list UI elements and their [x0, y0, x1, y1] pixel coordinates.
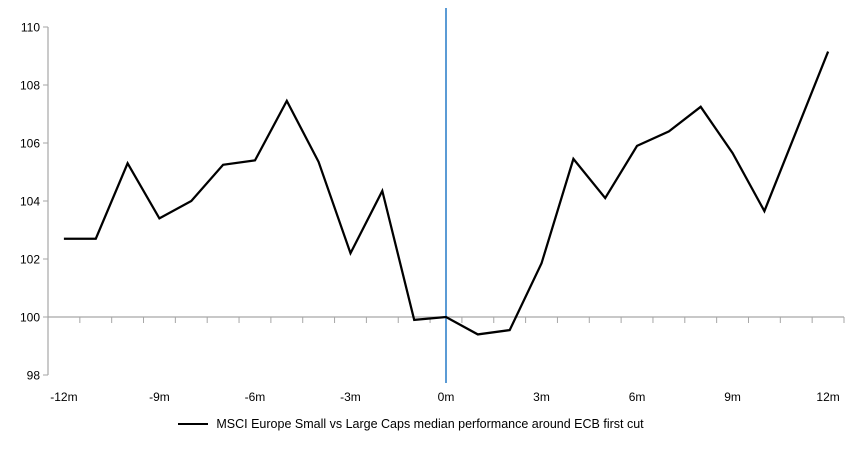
- y-axis-tick-label: 102: [20, 253, 40, 267]
- y-axis-tick-label: 108: [20, 79, 40, 93]
- x-axis-tick-label: -3m: [340, 390, 361, 404]
- y-axis-tick-label: 110: [21, 21, 40, 35]
- x-axis-tick-label: 6m: [629, 390, 646, 404]
- x-axis-tick-label: 0m: [438, 390, 455, 404]
- y-axis-tick-label: 98: [27, 369, 41, 383]
- chart-legend: MSCI Europe Small vs Large Caps median p…: [0, 417, 837, 431]
- x-axis-tick-label: 9m: [724, 390, 741, 404]
- y-axis-tick-label: 100: [20, 311, 40, 325]
- x-axis-tick-label: 12m: [816, 390, 839, 404]
- x-axis-tick-label: -9m: [149, 390, 170, 404]
- y-axis-tick-label: 106: [20, 137, 40, 151]
- legend-line-sample: [178, 423, 209, 425]
- y-axis-tick-label: 104: [20, 195, 40, 209]
- legend-series-label: MSCI Europe Small vs Large Caps median p…: [216, 417, 644, 431]
- x-axis-labels: -12m -9m -6m -3m 0m 3m 6m 9m 12m: [50, 390, 840, 404]
- x-axis-tick-label: -6m: [245, 390, 266, 404]
- x-axis-tick-label: 3m: [533, 390, 550, 404]
- series-line: [63, 51, 830, 336]
- y-axis: 98 100 102 104 106 108 110: [20, 21, 49, 383]
- x-axis-tick-label: -12m: [50, 390, 77, 404]
